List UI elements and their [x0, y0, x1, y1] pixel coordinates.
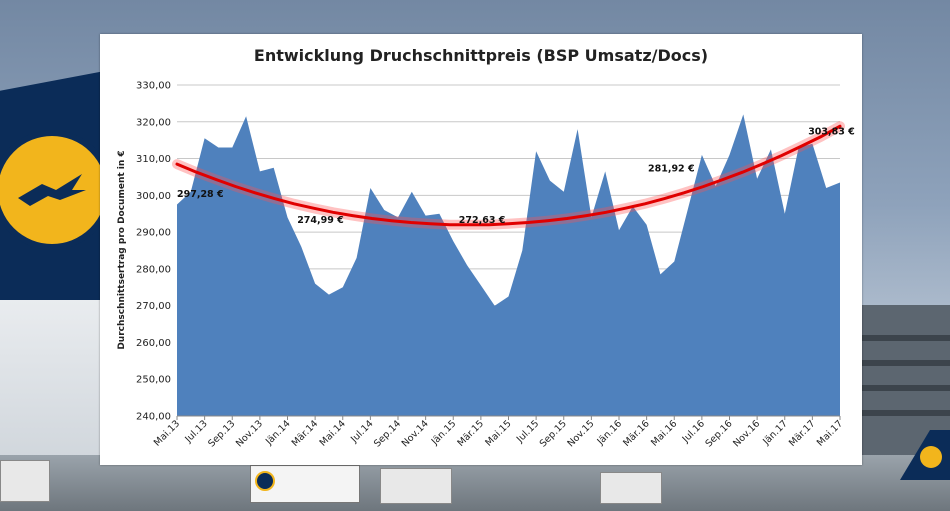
x-tick-label: Jän.16 [595, 418, 625, 448]
chart-title: Entwicklung Druchschnittpreis (BSP Umsat… [253, 46, 709, 65]
data-annotation: 274,99 € [297, 215, 344, 226]
x-tick-label: Mär.15 [455, 418, 486, 449]
x-tick-label: Jän.15 [429, 418, 459, 448]
vehicle [600, 472, 662, 504]
small-logo-icon [920, 446, 942, 468]
x-tick-label: Mai.16 [649, 418, 679, 448]
vehicle [380, 468, 452, 504]
catering-sign [250, 465, 360, 503]
y-axis-label: Durchschnittsertrag pro Document in € [117, 150, 127, 349]
x-tick-label: Mär.16 [621, 418, 652, 449]
x-tick-label: Jän.14 [263, 418, 293, 448]
y-tick-label: 240,00 [136, 412, 171, 423]
x-tick-label: Sep.13 [206, 418, 237, 449]
x-tick-label: Sep.16 [703, 418, 734, 449]
area-chart: 240,00 250,00 260,00 270,00 280,00 290,00 300,… [117, 81, 855, 450]
y-tick-label: 280,00 [136, 264, 171, 275]
x-tick-label: Mär.17 [787, 418, 818, 449]
x-tick-label: Jän.17 [760, 418, 790, 448]
data-annotation: 303,83 € [808, 127, 855, 138]
area-series [177, 114, 840, 417]
data-annotation: 297,28 € [177, 189, 224, 200]
y-tick-label: 260,00 [136, 338, 171, 349]
y-tick-label: 250,00 [136, 375, 171, 386]
crane-logo-icon [0, 130, 112, 250]
y-tick-label: 330,00 [136, 81, 171, 92]
x-tick-label: Sep.15 [538, 418, 569, 449]
y-tick-label: 270,00 [136, 301, 171, 312]
data-annotation: 272,63 € [459, 215, 506, 226]
x-tick-label: Mai.13 [152, 418, 182, 448]
x-tick-label: Sep.14 [372, 418, 403, 449]
x-tick-label: Nov.15 [565, 418, 596, 449]
trendline [175, 124, 842, 227]
vehicle [0, 460, 50, 502]
x-tick-label: Mai.15 [483, 418, 513, 448]
aircraft-fuselage [0, 300, 110, 470]
y-tick-label: 300,00 [136, 191, 171, 202]
x-tick-label: Mai.14 [318, 418, 348, 448]
x-tick-label: Nov.13 [234, 418, 265, 449]
x-tick-label: Nov.14 [400, 418, 431, 449]
sign-logo-icon [255, 471, 275, 491]
y-tick-label: 290,00 [136, 228, 171, 239]
x-tick-label: Mai.17 [815, 418, 845, 448]
y-tick-label: 310,00 [136, 154, 171, 165]
x-tick-label: Mär.14 [290, 418, 321, 449]
data-annotation: 281,92 € [648, 163, 695, 174]
x-tick-label: Nov.16 [731, 418, 762, 449]
chart-panel: Entwicklung Druchschnittpreis (BSP Umsat… [100, 34, 862, 465]
y-tick-label: 320,00 [136, 117, 171, 128]
